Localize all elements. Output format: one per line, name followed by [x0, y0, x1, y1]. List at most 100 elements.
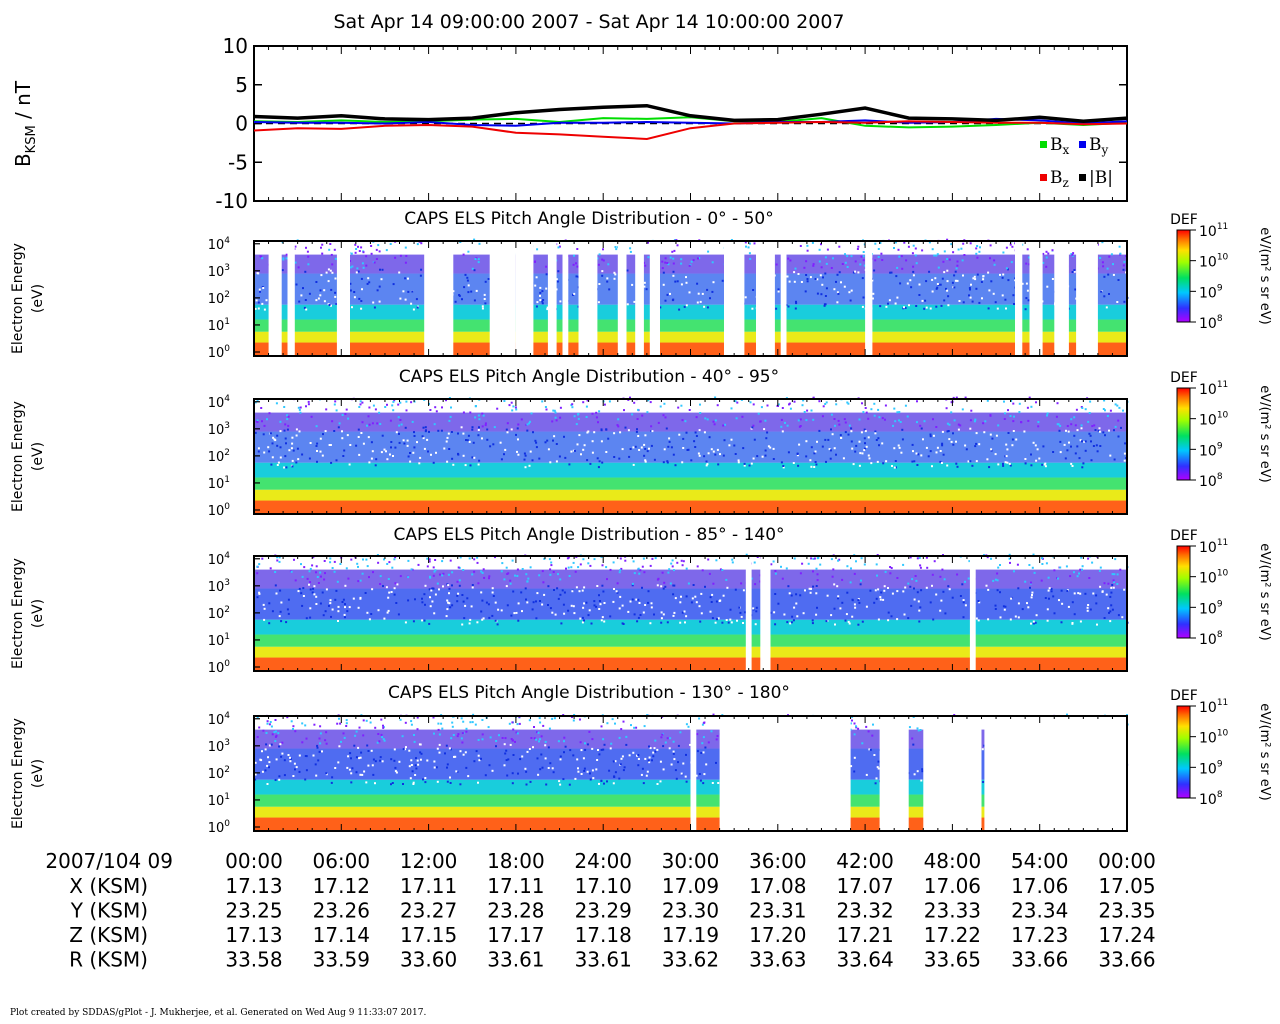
time-tick-label: 18:00: [487, 849, 545, 873]
data-gap: [984, 716, 1127, 831]
bfield-ytick-label: 0: [235, 112, 248, 136]
colorbar-tick-label: 108: [1199, 790, 1223, 808]
data-gap: [1029, 241, 1043, 356]
energy-ytick-label: 101: [208, 317, 230, 334]
time-tick-label: 00:00: [225, 849, 283, 873]
data-gap: [1076, 241, 1098, 356]
colorbar-label: DEF: [1170, 212, 1198, 228]
data-gap: [923, 716, 982, 831]
legend-label-bx: Bx: [1050, 135, 1070, 157]
ephemeris-value: 17.09: [662, 874, 719, 898]
ephemeris-value: 17.24: [1098, 923, 1155, 947]
energy-ytick-label: 100: [208, 502, 231, 519]
ephemeris-value: 23.25: [225, 899, 282, 923]
data-gap: [745, 556, 752, 671]
colorbar-label: DEF: [1170, 370, 1198, 386]
svg-text:(eV): (eV): [30, 759, 46, 788]
colorbar-tick-label: 109: [1199, 441, 1223, 459]
data-gap: [287, 241, 295, 356]
data-gap: [1015, 241, 1023, 356]
ephemeris-value: 33.58: [225, 948, 282, 972]
colorbar-tick-label: 108: [1199, 630, 1223, 648]
energy-ylabel: Electron Energy (eV): [10, 558, 46, 669]
energy-ytick-label: 100: [208, 344, 231, 361]
energy-ytick-label: 103: [208, 421, 230, 438]
colorbar-tick-label: 1010: [1199, 411, 1229, 429]
ephemeris-value: 17.06: [1011, 874, 1068, 898]
spectrogram-bands: [254, 569, 1127, 672]
energy-ytick-label: 103: [208, 738, 230, 755]
ephemeris-value: 17.13: [225, 874, 282, 898]
data-gap: [756, 241, 775, 356]
data-gap: [336, 241, 350, 356]
data-gap: [424, 241, 454, 356]
bfield-y-ticks: 10 5 0 -5 -10: [215, 34, 1128, 213]
data-gap: [547, 241, 557, 356]
spectrogram-speckle: [254, 396, 1129, 469]
svg-text:Electron Energy: Electron Energy: [10, 401, 26, 512]
ephemeris-value: 23.29: [575, 899, 632, 923]
series-line-bmag: [253, 103, 1128, 123]
energy-ytick-label: 102: [208, 605, 230, 622]
time-tick-label: 06:00: [312, 849, 370, 873]
data-gap: [489, 241, 516, 356]
legend-swatch-bmag: [1079, 174, 1086, 181]
ephemeris-value: 17.08: [749, 874, 806, 898]
energy-ytick-label: 104: [208, 711, 231, 728]
bfield-panel: 10 5 0 -5 -10 BKSM / nT Bx By Bz |B|: [11, 34, 1128, 213]
colorbar-unit: eV/(m² s sr eV): [1257, 543, 1272, 640]
ephemeris-value: 23.28: [487, 899, 544, 923]
spectrogram-bands: [254, 254, 1127, 357]
ephemeris-value: 23.27: [400, 899, 457, 923]
data-gap: [865, 241, 873, 356]
ephemeris-value: 33.61: [575, 948, 632, 972]
legend-label-by: By: [1089, 135, 1109, 157]
energy-ytick-label: 104: [208, 394, 231, 411]
energy-ytick-label: 103: [208, 578, 230, 595]
time-tick-label: 36:00: [749, 849, 807, 873]
bfield-ytick-label: -10: [215, 189, 248, 213]
ephemeris-value: 33.63: [749, 948, 806, 972]
energy-ytick-label: 100: [208, 819, 231, 836]
data-gap: [562, 241, 569, 356]
colorbar-unit: eV/(m² s sr eV): [1257, 385, 1272, 482]
colorbar-tick-label: 109: [1199, 759, 1223, 777]
ephemeris-value: 33.66: [1011, 948, 1068, 972]
ephemeris-row-label: X (KSM): [69, 874, 148, 898]
bfield-y-label: BKSM / nT: [11, 80, 39, 167]
energy-ylabel: Electron Energy (eV): [10, 718, 46, 829]
colorbar-tick-label: 1011: [1199, 538, 1228, 556]
ephemeris-value: 33.64: [836, 948, 893, 972]
legend-label-bmag: |B|: [1089, 168, 1113, 188]
footer-credit: Plot created by SDDAS/gPlot - J. Mukherj…: [10, 1008, 426, 1018]
ephemeris-row-label: R (KSM): [69, 948, 148, 972]
ephemeris-value: 23.33: [924, 899, 981, 923]
ephemeris-value: 17.18: [575, 923, 632, 947]
time-tick-label: 30:00: [662, 849, 720, 873]
svg-text:Electron Energy: Electron Energy: [10, 243, 26, 354]
energy-ytick-label: 101: [208, 792, 230, 809]
data-gap: [635, 241, 644, 356]
legend-swatch-bx: [1040, 141, 1047, 148]
data-gap: [515, 241, 534, 356]
ephemeris-value: 17.23: [1011, 923, 1068, 947]
svg-text:(eV): (eV): [30, 599, 46, 628]
time-tick-label: 54:00: [1011, 849, 1069, 873]
plot-title: Sat Apr 14 09:00:00 2007 - Sat Apr 14 10…: [333, 11, 844, 33]
data-gap: [268, 241, 282, 356]
energy-ytick-label: 102: [208, 765, 230, 782]
ephemeris-value: 33.59: [313, 948, 370, 972]
svg-text:BKSM / nT: BKSM / nT: [11, 80, 39, 167]
spectrogram-panels: CAPS ELS Pitch Angle Distribution - 0° -…: [10, 209, 1272, 836]
bfield-ytick-label: 5: [235, 73, 248, 97]
bfield-legend: Bx By Bz |B|: [1040, 135, 1113, 190]
data-gap: [760, 556, 771, 671]
energy-ytick-label: 104: [208, 236, 231, 253]
energy-ylabel: Electron Energy (eV): [10, 401, 46, 512]
ephemeris-value: 17.13: [225, 923, 282, 947]
spectrogram-panel-3: CAPS ELS Pitch Angle Distribution - 85° …: [10, 525, 1272, 676]
data-gap: [649, 241, 660, 356]
